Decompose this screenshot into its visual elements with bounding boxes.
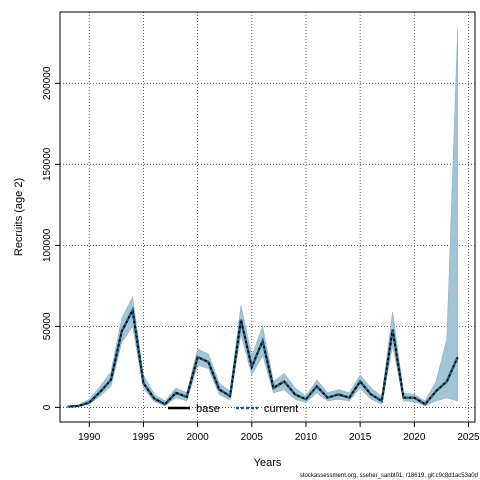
x-tick-label: 2020	[403, 432, 426, 443]
x-axis-title: Years	[254, 457, 282, 469]
footnote: stockassessment.org, sseher_sanbt01, r18…	[300, 473, 478, 479]
legend-base-label: base	[196, 403, 220, 415]
x-tick-label: 2010	[295, 432, 318, 443]
confidence-band	[67, 28, 458, 408]
legend-current-label: current	[264, 403, 298, 415]
series-line-current	[67, 306, 459, 408]
x-tick-label: 2005	[241, 432, 264, 443]
series-lines-group	[67, 306, 459, 408]
x-tick-label: 2000	[186, 432, 209, 443]
x-tick-label: 2015	[349, 432, 372, 443]
x-tick-label: 1995	[132, 432, 155, 443]
x-tick-label: 1990	[78, 432, 101, 443]
legend: base current	[168, 403, 298, 415]
plot-frame	[59, 11, 476, 423]
y-axis: 0 50000 100000 150000 200000	[42, 66, 60, 410]
y-tick-label: 100000	[42, 228, 53, 262]
confidence-band-group	[67, 28, 458, 408]
y-axis-title: Recruits (age 2)	[13, 178, 25, 256]
x-axis: 1990 1995 2000 2005 2010 2015 2020 2025	[78, 422, 480, 443]
y-tick-label: 0	[42, 404, 53, 410]
y-tick-label: 200000	[42, 66, 53, 100]
y-tick-label: 150000	[42, 147, 53, 181]
y-tick-label: 50000	[42, 312, 53, 340]
x-tick-label: 2025	[457, 432, 480, 443]
grid-lines	[60, 12, 475, 422]
